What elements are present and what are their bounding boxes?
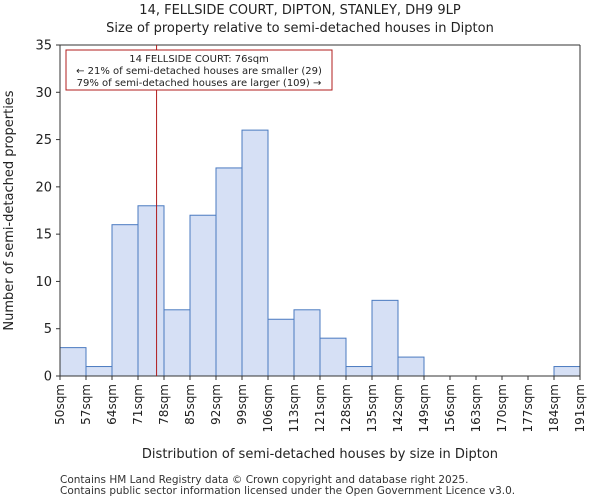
x-tick-label: 142sqm (391, 384, 405, 432)
x-tick-label: 106sqm (261, 384, 275, 432)
y-tick-label: 25 (35, 133, 52, 148)
y-tick-label: 5 (44, 322, 52, 337)
x-tick-label: 64sqm (105, 384, 119, 425)
y-tick-label: 35 (35, 39, 52, 54)
x-tick-label: 191sqm (573, 384, 587, 432)
x-tick-label: 71sqm (131, 384, 145, 425)
x-tick-label: 121sqm (313, 384, 327, 432)
chart-title: 14, FELLSIDE COURT, DIPTON, STANLEY, DH9… (139, 3, 461, 18)
histogram-bar (293, 309, 321, 377)
histogram-bar (59, 347, 87, 377)
x-tick-label: 156sqm (443, 384, 457, 432)
x-tick-label: 92sqm (209, 384, 223, 425)
histogram-bar (553, 366, 581, 377)
x-tick-label: 128sqm (339, 384, 353, 432)
y-tick-label: 0 (44, 370, 52, 385)
histogram-bar (397, 356, 425, 377)
annotation-text: 14 FELLSIDE COURT: 76sqm (129, 54, 269, 65)
x-tick-label: 99sqm (235, 384, 249, 425)
histogram-bar (345, 366, 373, 377)
annotation-text: 79% of semi-detached houses are larger (… (77, 78, 322, 89)
x-tick-label: 170sqm (495, 384, 509, 432)
y-tick-label: 30 (35, 86, 52, 101)
histogram-bar (371, 299, 399, 377)
y-tick-label: 20 (35, 180, 52, 195)
x-axis-label: Distribution of semi-detached houses by … (142, 447, 498, 462)
x-tick-label: 149sqm (417, 384, 431, 432)
x-tick-label: 135sqm (365, 384, 379, 432)
chart-subtitle: Size of property relative to semi-detach… (106, 21, 494, 36)
histogram-bar (85, 366, 113, 377)
y-tick-label: 10 (35, 275, 52, 290)
histogram-bar (137, 205, 165, 377)
histogram-bar (319, 337, 347, 377)
x-tick-label: 113sqm (287, 384, 301, 432)
histogram-bar (241, 129, 269, 377)
x-tick-label: 184sqm (547, 384, 561, 432)
footer-line-2: Contains public sector information licen… (60, 485, 516, 497)
annotation-box (65, 49, 333, 91)
histogram-bar (163, 309, 191, 377)
histogram-bar (267, 318, 295, 377)
histogram-bar (111, 224, 139, 377)
footer-line-1: Contains HM Land Registry data © Crown c… (60, 474, 469, 486)
x-tick-label: 50sqm (53, 384, 67, 425)
y-tick-label: 15 (35, 228, 52, 243)
annotation-text: ← 21% of semi-detached houses are smalle… (76, 66, 322, 77)
x-tick-label: 177sqm (521, 384, 535, 432)
histogram-bar (189, 214, 217, 377)
x-tick-label: 78sqm (157, 384, 171, 425)
x-tick-label: 85sqm (183, 384, 197, 425)
y-axis-label: Number of semi-detached properties (2, 90, 17, 330)
histogram-bar (215, 167, 243, 377)
x-tick-label: 57sqm (79, 384, 93, 425)
x-tick-label: 163sqm (469, 384, 483, 432)
